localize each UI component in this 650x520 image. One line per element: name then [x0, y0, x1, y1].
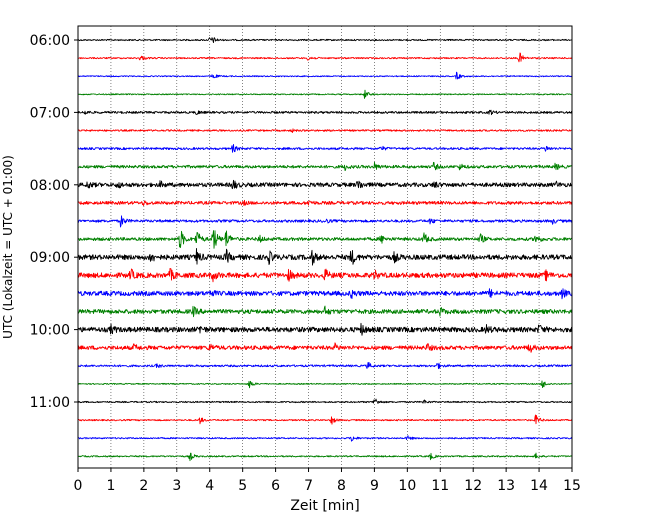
x-tick-label: 13 [497, 478, 515, 494]
seismogram-trace [77, 322, 573, 336]
x-tick-label: 15 [563, 478, 581, 494]
x-axis-label: Zeit [min] [290, 498, 359, 514]
x-tick-label: 9 [370, 478, 379, 494]
y-tick-label: 10:00 [30, 323, 70, 339]
seismogram-trace [77, 109, 573, 116]
seismogram-trace [77, 128, 573, 133]
x-tick-label: 8 [337, 478, 346, 494]
x-tick-label: 14 [530, 478, 548, 494]
y-axis-label: UTC (Lokalzeit = UTC + 01:00) [1, 155, 15, 339]
seismogram-trace [77, 380, 573, 389]
y-tick-label: 06:00 [30, 33, 70, 49]
x-tick-label: 5 [238, 478, 247, 494]
seismogram-trace [77, 215, 573, 228]
x-tick-label: 1 [106, 478, 115, 494]
seismogram-trace [77, 71, 573, 80]
y-tick-label: 07:00 [30, 105, 70, 121]
seismogram-trace [77, 342, 573, 353]
x-tick-label: 10 [398, 478, 416, 494]
seismogram-trace [77, 248, 573, 266]
seismogram-trace [77, 435, 573, 442]
x-axis-ticks: 0 1 2 3 4 5 6 7 8 9 10 11 12 13 14 15 [74, 468, 581, 494]
seismogram-trace [77, 199, 573, 207]
x-tick-label: 6 [271, 478, 280, 494]
seismogram-trace [77, 288, 573, 300]
x-tick-label: 4 [205, 478, 214, 494]
seismogram-trace [77, 179, 573, 190]
x-tick-label: 3 [172, 478, 181, 494]
trace-layer [77, 37, 573, 462]
seismogram-trace [77, 398, 573, 404]
x-tick-label: 2 [139, 478, 148, 494]
plot-frame [77, 25, 573, 469]
seismogram-trace [77, 305, 573, 318]
y-axis-ticks: 06:00 07:00 08:00 09:00 10:00 11:00 [30, 33, 78, 411]
seismogram-trace [77, 161, 573, 171]
seismogram-trace [77, 414, 573, 425]
seismogram-trace [77, 230, 573, 249]
x-tick-label: 0 [74, 478, 83, 494]
seismogram-trace [77, 267, 573, 283]
x-tick-label: 7 [304, 478, 313, 494]
seismogram-trace [77, 52, 573, 63]
y-tick-label: 09:00 [30, 250, 70, 266]
x-tick-label: 11 [431, 478, 449, 494]
x-tick-label: 12 [464, 478, 482, 494]
y-tick-label: 08:00 [30, 178, 70, 194]
seismogram-trace [77, 89, 573, 99]
seismogram-trace [77, 37, 573, 44]
seismogram-trace [77, 452, 573, 462]
y-tick-label: 11:00 [30, 395, 70, 411]
seismogram-trace [77, 362, 573, 370]
seismogram-trace [77, 143, 573, 153]
